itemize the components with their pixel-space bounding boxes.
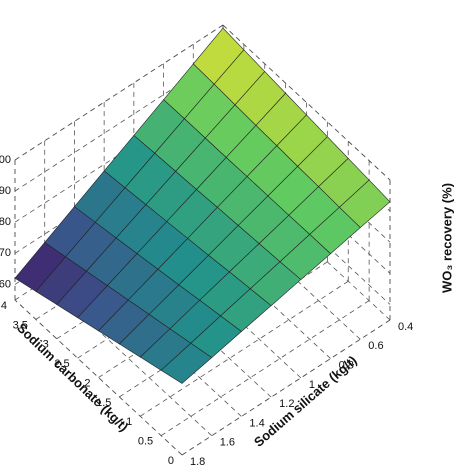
- y-tick-label: 0.4: [398, 321, 413, 333]
- z-tick-label: 90: [0, 185, 11, 197]
- x-tick-label: 1.5: [96, 397, 111, 409]
- x-tick-label: 2.5: [54, 358, 69, 370]
- x-tick-label: 4: [1, 300, 7, 312]
- grid-line: [222, 24, 391, 181]
- y-tick-label: 1.6: [220, 437, 235, 449]
- y-tick-label: 1.4: [249, 417, 264, 429]
- y-tick-label: 0.8: [339, 359, 354, 371]
- grid-line: [14, 299, 183, 456]
- surface: [14, 27, 391, 384]
- z-tick-label: 100: [0, 154, 11, 166]
- x-tick-label: 1: [126, 416, 132, 428]
- x-tick-label: 0: [168, 455, 174, 467]
- z-axis-title: WO₃ recovery (%): [439, 183, 454, 293]
- surface-cell: [160, 342, 213, 384]
- x-tick-label: 3: [43, 339, 49, 351]
- x-tick-label: 2: [84, 377, 90, 389]
- y-tick-label: 1.8: [190, 456, 205, 468]
- y-tick-label: 1: [309, 379, 315, 391]
- x-tick-label: 3.5: [13, 319, 28, 331]
- tick-labels: 0 0.5 1 1.5 2 2.5 3 3.5 4 0.4 0.6 0.8 1 1.2 1.4 1.6 1.8 6…: [0, 154, 413, 468]
- y-tick-label: 0.6: [368, 340, 383, 352]
- z-tick-label: 60: [0, 278, 11, 290]
- y-tick-label: 1.2: [279, 398, 294, 410]
- z-tick-label: 80: [0, 216, 11, 228]
- x-tick-label: 0.5: [138, 436, 153, 448]
- y-axis-title: Sodium silicate (kg/t): [251, 353, 360, 450]
- z-tick-label: 70: [0, 247, 11, 259]
